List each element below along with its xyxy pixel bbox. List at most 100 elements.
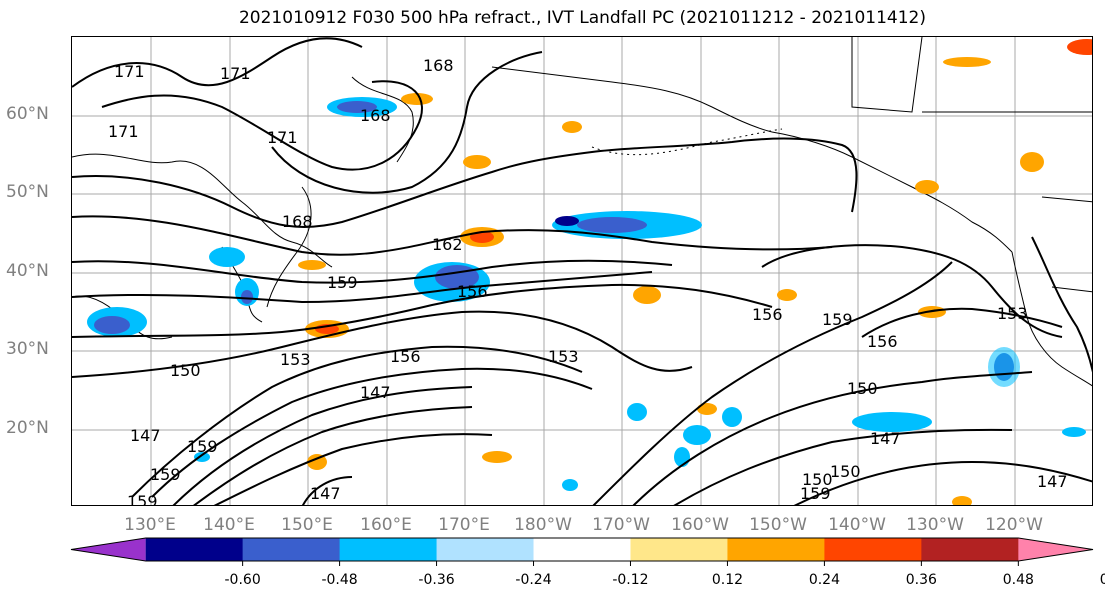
contour-171-inner — [101, 80, 423, 171]
colorbar-tick-label: -0.48 — [321, 572, 358, 588]
contour-label: 150 — [847, 379, 878, 398]
pos-patch — [697, 403, 717, 415]
pos-patch — [918, 306, 946, 318]
contour-label: 153 — [280, 350, 311, 369]
contour-label: 147 — [360, 383, 391, 402]
neg-patch — [683, 425, 711, 445]
border-us-mexico — [1051, 286, 1092, 293]
colorbar-tick-label: 0.24 — [808, 572, 840, 588]
colorbar-segment — [71, 538, 146, 561]
colorbar-tick-label: 0.36 — [905, 572, 937, 588]
contour-label: 171 — [108, 122, 139, 141]
contours — [72, 37, 1092, 505]
lat-label-20n: 20°N — [6, 418, 49, 438]
colorbar-segment — [727, 538, 825, 561]
pos-strong-patch — [1067, 39, 1092, 55]
contour-label: 159 — [187, 437, 218, 456]
contour-label: 156 — [867, 332, 898, 351]
coast-alaska-north — [491, 66, 773, 133]
contour-147-low — [302, 476, 353, 505]
contour-153-coast — [1031, 236, 1092, 373]
contour-147-east — [673, 428, 1013, 505]
contour-label: 171 — [220, 64, 251, 83]
neg-patch — [1062, 427, 1086, 437]
pos-patch — [401, 93, 433, 105]
lat-label-60n: 60°N — [6, 104, 49, 124]
pos-patch — [777, 289, 797, 301]
lon-label-160e: 160°E — [360, 515, 412, 535]
colorbar-segments — [70, 537, 1094, 562]
border-alaska-canada — [851, 37, 923, 113]
lon-label-170e: 170°E — [438, 515, 490, 535]
colorbar-segment — [242, 538, 341, 561]
colorbar-tick-label: -0.24 — [515, 572, 552, 588]
contour-label: 156 — [752, 305, 783, 324]
colorbar-tick-label: 0.48 — [1002, 572, 1034, 588]
contour-label: 159 — [327, 273, 358, 292]
contour-label: 147 — [130, 426, 161, 445]
contour-label-group: 171 171 171 168 168 171 168 162 159 156 … — [108, 56, 1068, 506]
contour-153 — [72, 283, 773, 338]
contour-150-east — [632, 371, 1033, 505]
colorbar-tick-label: -0.12 — [612, 572, 649, 588]
contour-label: 153 — [548, 347, 579, 366]
colorbar-segment — [533, 538, 631, 561]
contour-label: 159 — [150, 465, 181, 484]
contour-label: 147 — [1037, 472, 1068, 491]
border-us-canada — [1041, 196, 1092, 203]
colorbar-tick-label: 0.60 — [1099, 572, 1105, 588]
colorbar-tick-marks — [242, 561, 1019, 566]
pos-patch — [1020, 152, 1044, 172]
pos-patch — [298, 260, 326, 270]
lon-label-130e: 130°E — [124, 515, 176, 535]
contour-159b — [172, 386, 473, 505]
contour-label: 168 — [360, 106, 391, 125]
colorbar-segment — [339, 538, 438, 561]
lon-label-120w: 120°W — [985, 515, 1043, 535]
colorbar-segment — [1018, 538, 1093, 561]
neg-patch — [722, 407, 742, 427]
colorbar-segment — [436, 538, 535, 561]
contour-156 — [72, 271, 653, 304]
contour-153-east — [592, 261, 953, 505]
contour-label: 147 — [310, 484, 341, 503]
neg-patch — [194, 452, 210, 462]
coastlines — [72, 37, 1092, 387]
contour-150 — [72, 310, 693, 378]
neg-patch — [627, 403, 647, 421]
map-canvas: 171 171 171 168 168 171 168 162 159 156 … — [72, 37, 1092, 506]
contour-label: 159 — [822, 310, 853, 329]
colorbar-tick-label: -0.36 — [418, 572, 455, 588]
neg-patch — [577, 217, 647, 233]
neg-patch — [241, 290, 253, 304]
contour-label: 153 — [997, 304, 1028, 323]
pos-patch — [463, 155, 491, 169]
lon-label-140w: 140°W — [828, 515, 886, 535]
contour-label: 168 — [282, 212, 313, 231]
lat-label-30n: 30°N — [6, 339, 49, 359]
lon-label-180w: 180°W — [514, 515, 572, 535]
pos-patch — [943, 57, 991, 67]
colorbar-segment — [824, 538, 922, 561]
coast-west-us — [1011, 251, 1092, 387]
contour-156-inner — [861, 307, 1063, 338]
lat-label-50n: 50°N — [6, 182, 49, 202]
pos-patch — [952, 496, 972, 505]
pos-patch — [915, 180, 939, 194]
contour-168 — [271, 51, 543, 194]
contour-label: 159 — [127, 492, 158, 506]
contour-147 — [131, 345, 583, 498]
pos-patch — [482, 451, 512, 463]
contour-label: 150 — [802, 470, 833, 489]
coast-japan — [266, 186, 312, 308]
colorbar-tick-label: -0.60 — [224, 572, 261, 588]
colorbar-segment — [921, 538, 1019, 561]
contour-label: 162 — [432, 235, 463, 254]
pos-patch — [307, 454, 327, 470]
pos-patch — [633, 286, 661, 304]
lon-label-150e: 150°E — [281, 515, 333, 535]
contour-159 — [72, 259, 673, 284]
contour-147-se — [793, 460, 1092, 505]
colorbar-segment — [630, 538, 728, 561]
map-title: 2021010912 F030 500 hPa refract., IVT La… — [238, 8, 926, 28]
